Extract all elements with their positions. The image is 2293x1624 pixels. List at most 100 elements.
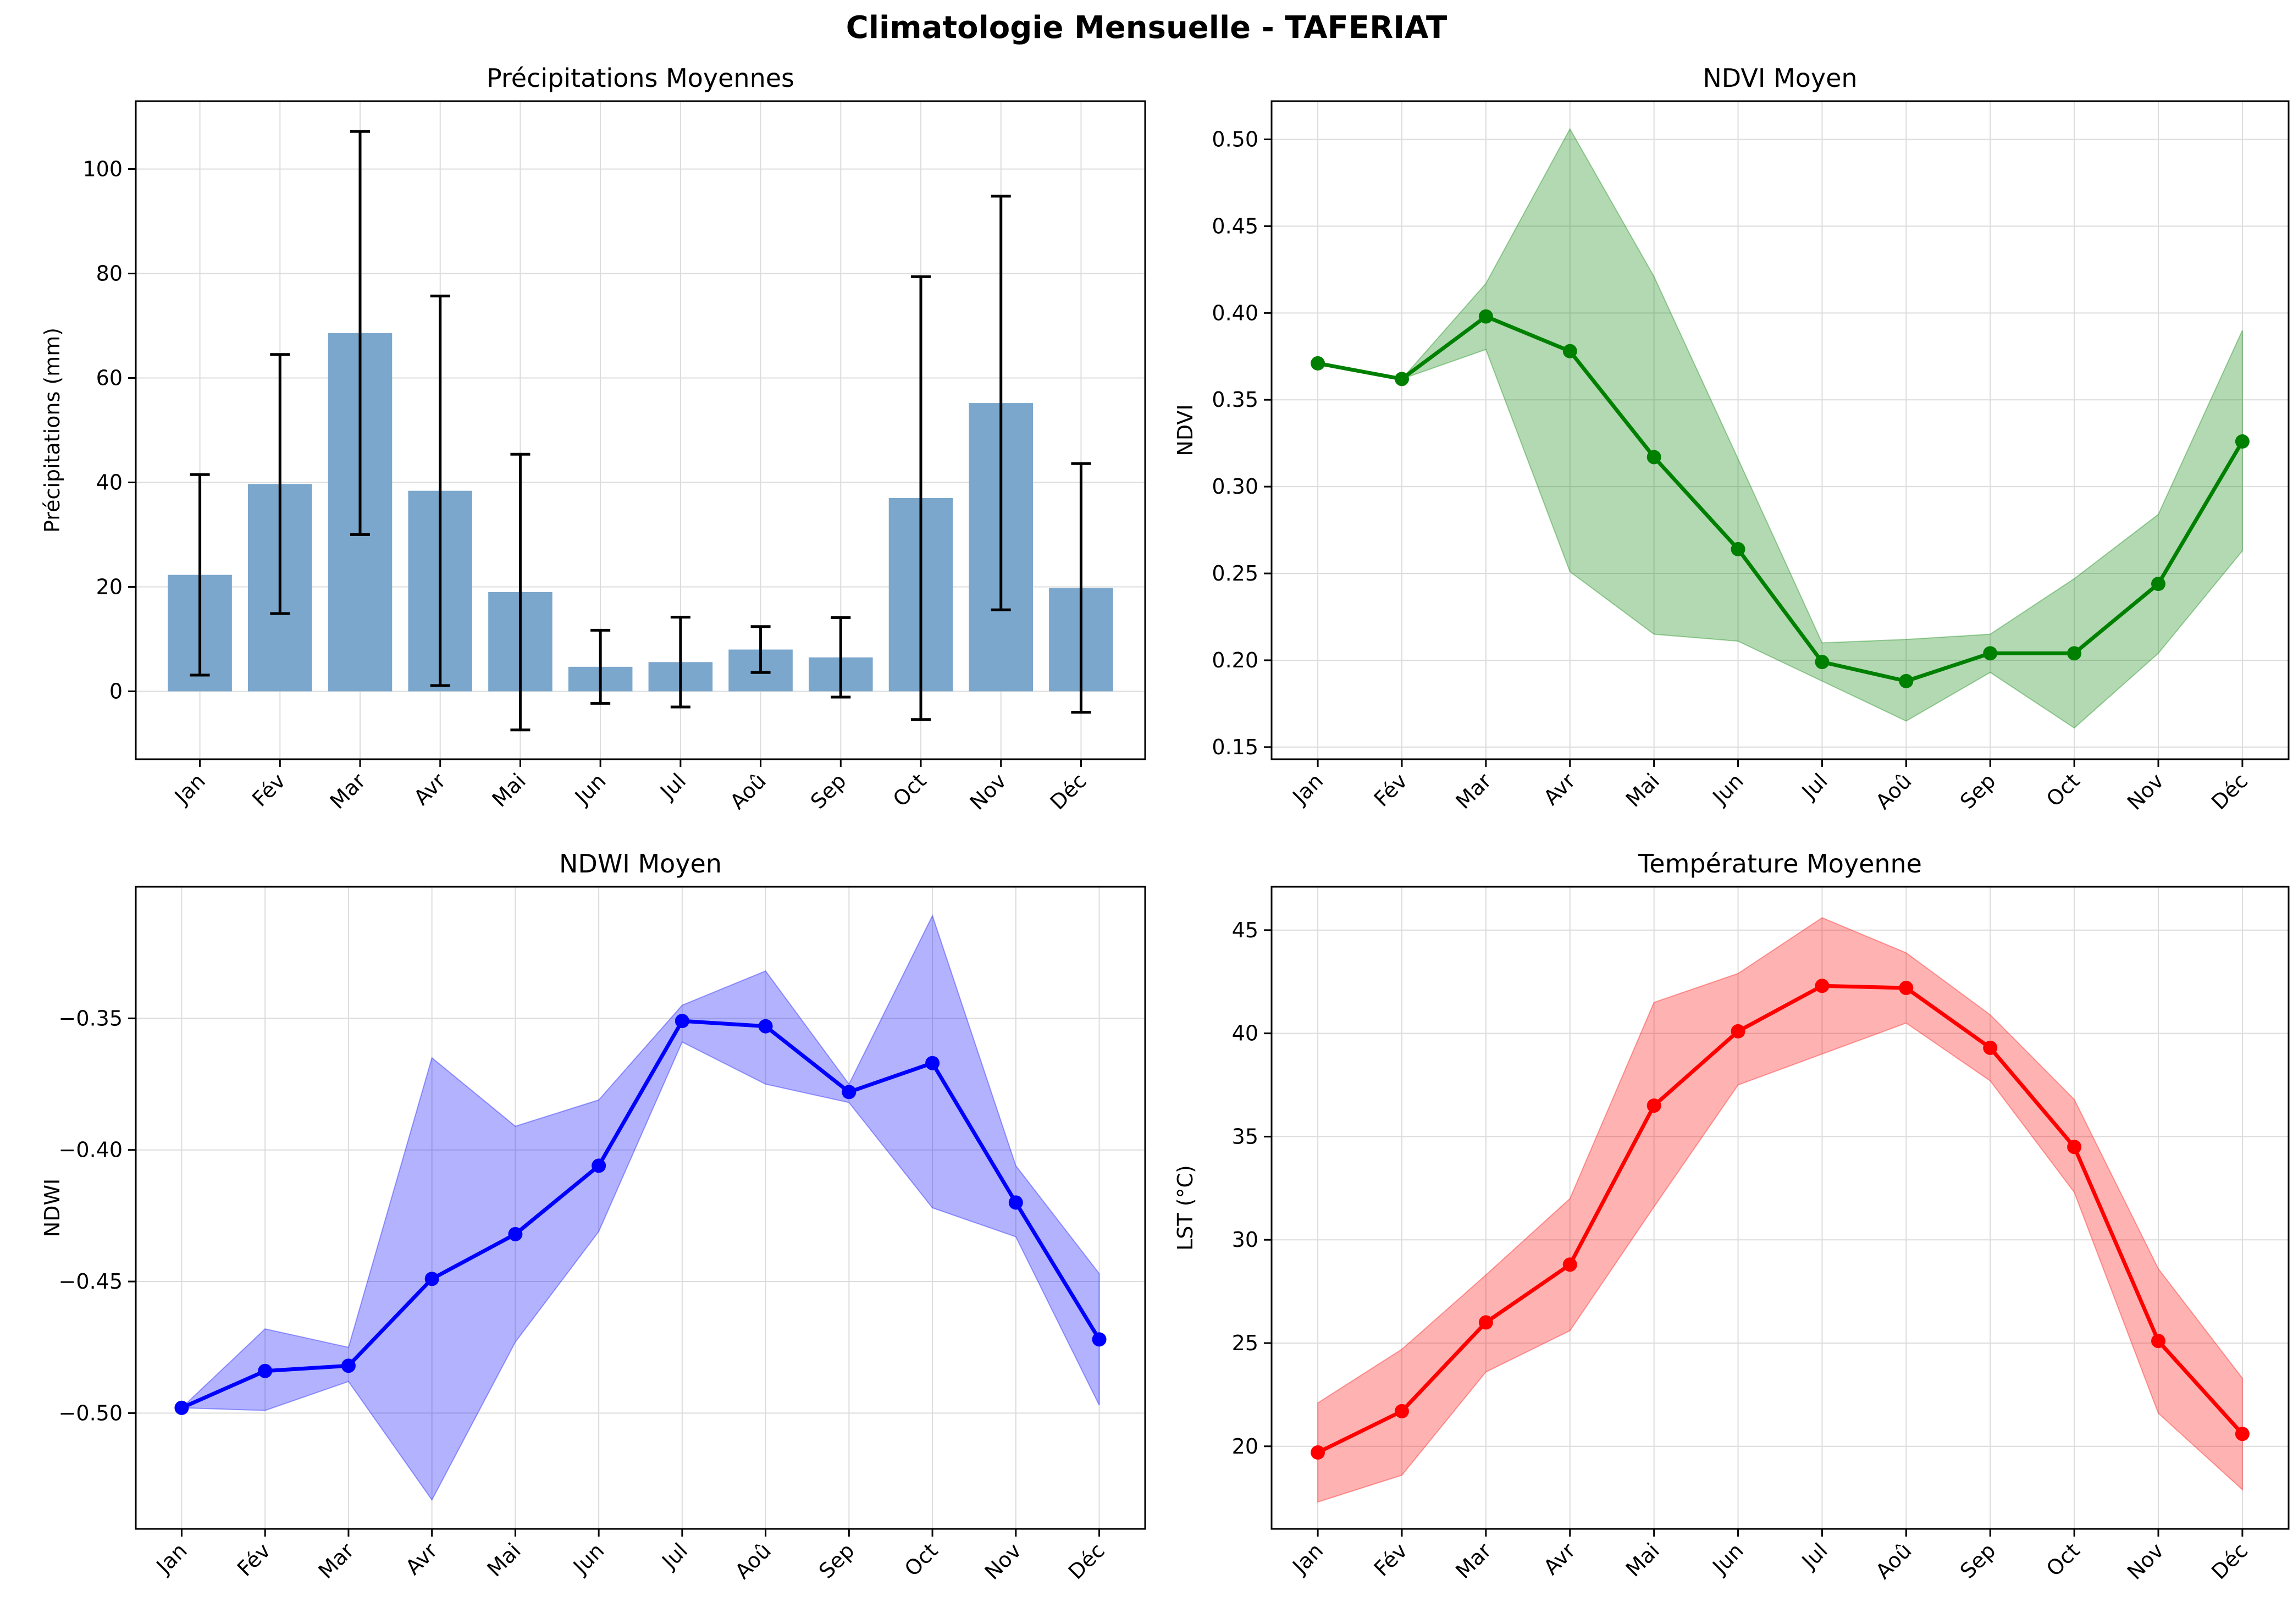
data-point	[2151, 577, 2166, 592]
y-tick-label: 80	[96, 262, 123, 286]
x-tick-label: Avr	[1539, 1538, 1580, 1579]
y-axis-label: LST (°C)	[1173, 1165, 1197, 1251]
data-point	[258, 1363, 273, 1378]
axes-frame	[135, 100, 1146, 760]
x-tick-label: Avr	[401, 1538, 442, 1579]
axes-frame	[1270, 886, 2290, 1530]
x-tick-label: Nov	[980, 1538, 1026, 1584]
data-point	[1394, 1404, 1409, 1418]
x-tick-label: Oct	[2042, 1538, 2085, 1581]
data-point	[758, 1019, 773, 1034]
x-tick-label: Jan	[169, 769, 210, 809]
data-point	[2151, 1334, 2166, 1349]
y-tick-label: −0.40	[59, 1138, 123, 1162]
data-point	[1815, 655, 1830, 670]
data-point	[842, 1085, 857, 1100]
x-tick-label: Jan	[1288, 1538, 1328, 1579]
series-line	[1317, 984, 2244, 1455]
data-point	[1311, 1445, 1325, 1460]
y-tick-label: 60	[96, 366, 123, 390]
x-tick-label: Aoû	[1871, 769, 1916, 814]
data-point	[675, 1014, 689, 1029]
data-point	[1731, 1024, 1745, 1039]
x-tick-label: Mai	[488, 769, 531, 811]
std-band	[1317, 128, 2243, 729]
ndwi-chart: NDWI Moyen NDWI −0.50 −0.45 −0.40 −0.35 Jan Fév…	[40, 849, 1146, 1584]
x-tick-label: Avr	[409, 769, 450, 810]
x-tick-label: Fév	[247, 769, 290, 811]
data-point	[341, 1358, 356, 1373]
data-point	[508, 1227, 523, 1241]
precipitation-chart: Précipitations Moyennes Précipitations (m…	[40, 63, 1146, 815]
y-tick-label: 0.30	[1212, 474, 1258, 499]
data-point	[1562, 344, 1577, 358]
grid	[1272, 887, 2289, 1529]
y-tick-label: 30	[1232, 1228, 1258, 1252]
x-tick-label: Mar	[1451, 769, 1496, 814]
y-axis-label: Précipitations (mm)	[40, 328, 64, 533]
y-tick-label: 0.50	[1212, 127, 1258, 151]
x-tick-label: Aoû	[725, 769, 770, 814]
data-point	[592, 1158, 606, 1173]
y-tick-label: −0.35	[59, 1006, 123, 1030]
y-tick-label: 0	[109, 680, 123, 704]
data-point	[1899, 981, 1914, 996]
y-tick-label: 20	[1232, 1434, 1258, 1459]
x-tick-label: Mai	[1621, 1538, 1664, 1581]
y-tick-label: 40	[96, 471, 123, 495]
x-tick-label: Oct	[888, 769, 931, 811]
y-tick-label: 20	[96, 575, 123, 599]
x-tick-label: Nov	[2123, 769, 2169, 815]
axes-frame	[135, 886, 1146, 1530]
data-point	[1815, 979, 1830, 993]
chart-title: NDWI Moyen	[559, 849, 722, 879]
x-tick-label: Sep	[1955, 769, 2001, 814]
x-tick-label: Fév	[1369, 769, 1412, 811]
x-tick-label: Déc	[1046, 769, 1091, 814]
x-tick-label: Déc	[2207, 1538, 2252, 1584]
data-point	[424, 1272, 439, 1286]
y-tick-label: −0.45	[59, 1269, 123, 1294]
x-tick-label: Mar	[1451, 1538, 1496, 1583]
y-tick-label: 100	[82, 157, 123, 181]
x-tick-label: Mar	[325, 769, 371, 814]
x-tick-label: Oct	[2042, 769, 2085, 811]
data-point	[2235, 434, 2250, 449]
ndvi-chart: NDVI Moyen NDVI 0.15 0.20 0.25 0.30 0.35 0.40 0.…	[1173, 63, 2290, 815]
figure-title: Climatologie Mensuelle - TAFERIAT	[846, 10, 1447, 46]
data-point	[1092, 1332, 1107, 1347]
x-tick-label: Fév	[1369, 1538, 1412, 1581]
x-tick-label: Jun	[1707, 769, 1748, 810]
y-tick-label: 40	[1232, 1021, 1258, 1046]
axes-frame	[1270, 100, 2290, 760]
x-tick-label: Mar	[313, 1538, 358, 1583]
y-axis-label: NDWI	[40, 1179, 64, 1237]
y-tick-label: 0.15	[1212, 735, 1258, 759]
data-point	[1646, 1098, 1661, 1113]
x-tick-label: Oct	[900, 1538, 943, 1581]
series-line	[181, 1019, 1101, 1410]
x-tick-label: Mai	[1621, 769, 1664, 811]
x-tick-label: Déc	[1064, 1538, 1109, 1584]
chart-title: NDVI Moyen	[1703, 63, 1857, 93]
x-tick-label: Jun	[1707, 1538, 1748, 1579]
x-tick-label: Avr	[1539, 769, 1580, 810]
y-tick-label: 0.35	[1212, 388, 1258, 412]
data-point	[1311, 356, 1325, 371]
x-tick-label: Aoû	[730, 1538, 775, 1583]
y-tick-label: 25	[1232, 1331, 1258, 1355]
data-point	[2235, 1427, 2250, 1441]
data-point	[925, 1056, 940, 1070]
std-band	[1317, 917, 2243, 1503]
data-point	[1899, 673, 1914, 688]
x-tick-label: Jan	[1288, 769, 1328, 809]
data-point	[1983, 646, 1998, 661]
x-tick-label: Nov	[965, 769, 1012, 815]
std-band	[180, 914, 1100, 1501]
temperature-chart: Température Moyenne LST (°C) 20 25 30 35 40 45 J…	[1173, 849, 2290, 1584]
x-tick-label: Mai	[483, 1538, 526, 1581]
y-tick-label: 0.45	[1212, 214, 1258, 238]
data-point	[1394, 372, 1409, 386]
chart-title: Température Moyenne	[1638, 849, 1922, 879]
x-tick-label: Jul	[655, 769, 690, 804]
